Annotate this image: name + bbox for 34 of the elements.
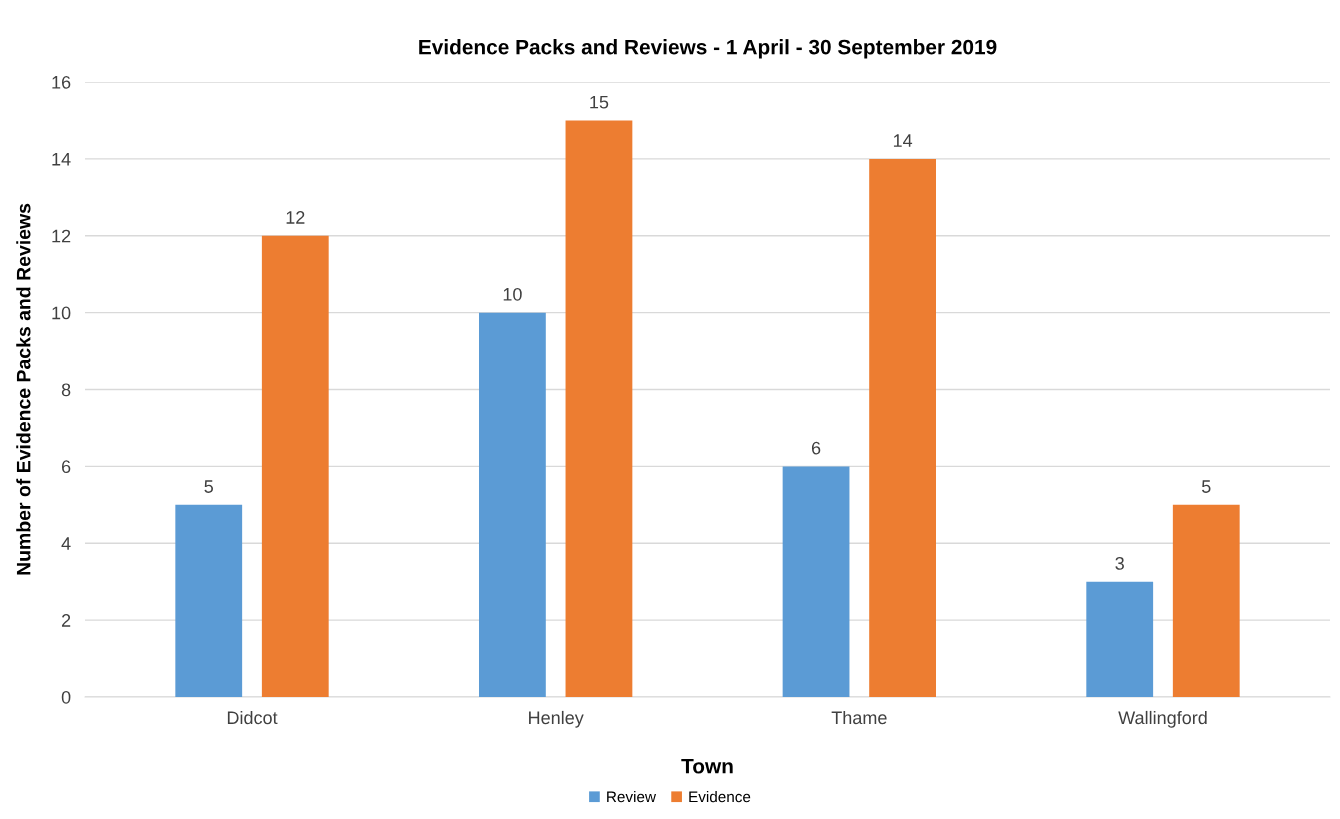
bar — [1086, 581, 1154, 697]
y-tick-label: 4 — [61, 537, 71, 550]
data-label: 10 — [503, 287, 522, 301]
data-label: 5 — [1201, 480, 1211, 493]
y-tick-label: 14 — [52, 153, 71, 166]
y-tick-label: 6 — [61, 460, 71, 474]
bar — [565, 120, 633, 697]
x-tick-label: Thame — [831, 710, 887, 725]
y-axis-title: Number of Evidence Packs and Reviews — [16, 203, 31, 575]
data-label: 12 — [286, 211, 305, 224]
x-tick-label: Didcot — [227, 710, 278, 725]
y-tick-label: 8 — [61, 383, 71, 397]
data-label: 15 — [590, 95, 609, 109]
x-tick-label: Wallingford — [1118, 710, 1207, 728]
bar — [869, 158, 936, 697]
chart-title: Evidence Packs and Reviews - 1 April - 30 September 2019 — [419, 39, 997, 59]
bar — [1172, 504, 1240, 697]
bar — [175, 504, 243, 697]
y-tick-label: 12 — [52, 229, 71, 243]
bar — [782, 466, 850, 697]
data-label: 6 — [811, 441, 821, 455]
data-label: 5 — [204, 480, 214, 493]
x-axis-title: Town — [681, 759, 733, 774]
legend-label: Review — [607, 791, 657, 803]
legend-label: Evidence — [689, 791, 751, 803]
y-tick-label: 10 — [52, 306, 71, 320]
y-tick-label: 2 — [61, 614, 71, 627]
y-tick-label: 0 — [61, 690, 71, 704]
data-label: 3 — [1115, 557, 1124, 570]
y-tick-label: 16 — [52, 75, 71, 89]
bar — [479, 312, 546, 697]
data-label: 14 — [893, 134, 913, 147]
x-tick-label: Henley — [529, 710, 584, 728]
bar — [261, 235, 329, 697]
